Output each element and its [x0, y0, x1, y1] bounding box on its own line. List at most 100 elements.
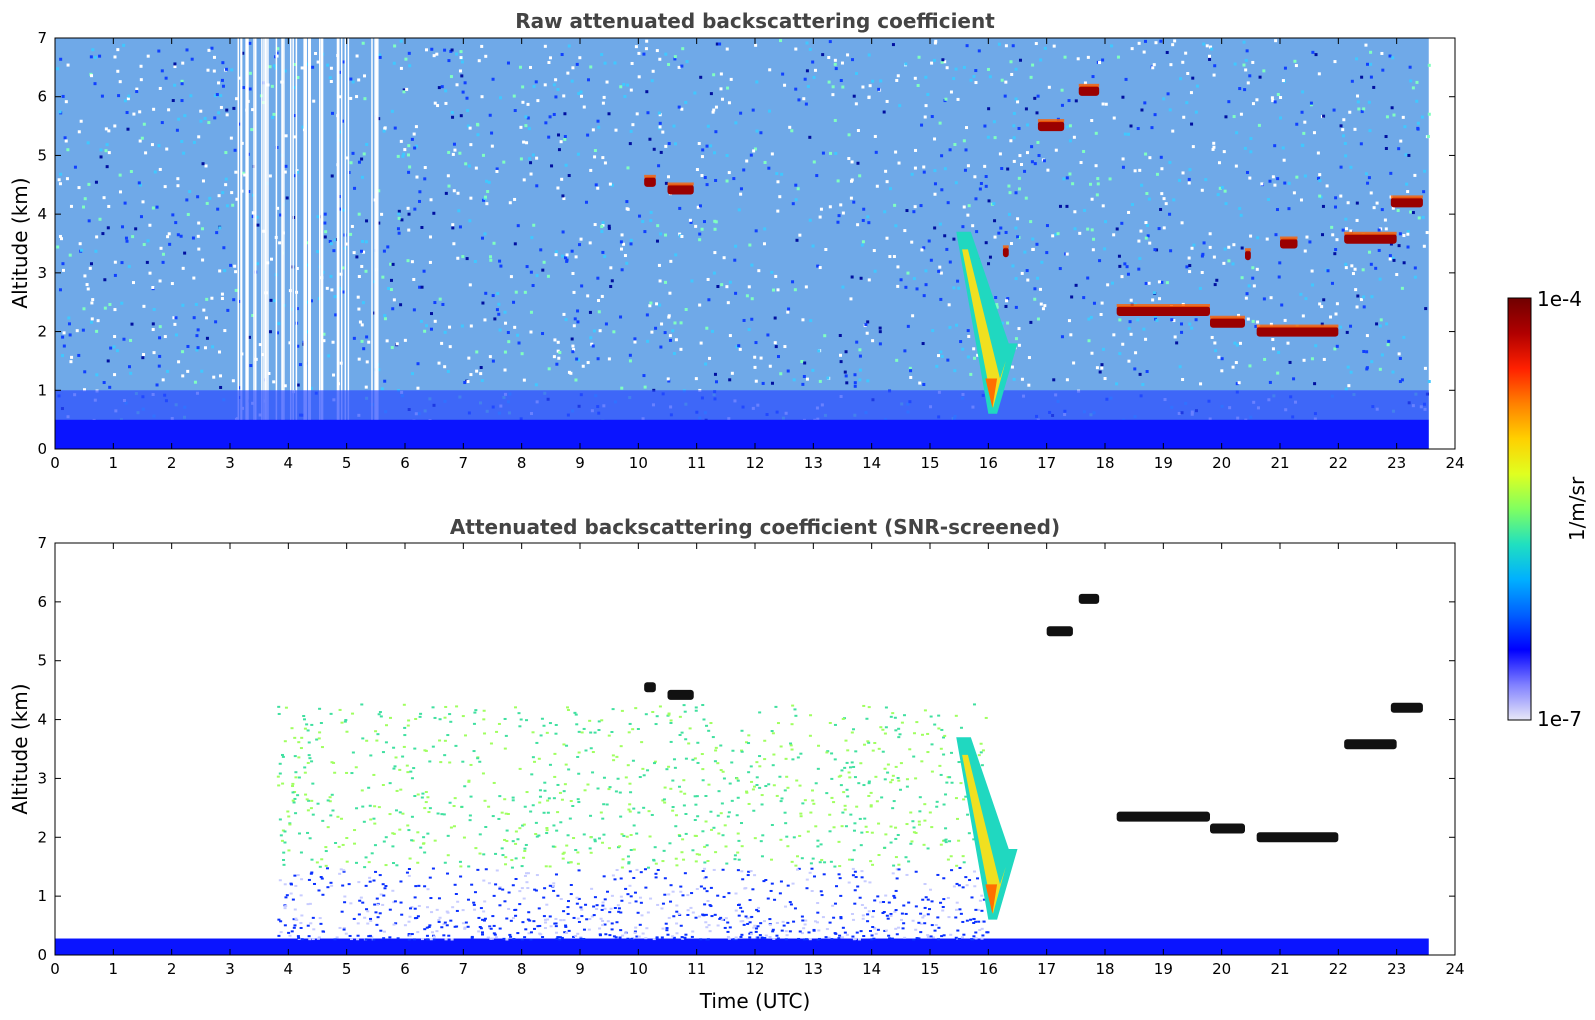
- cloud-layer-11: [1390, 197, 1423, 208]
- x-tick-label: 23: [1387, 454, 1406, 472]
- bottom-axes-frame: [54, 542, 1456, 956]
- x-tick-label: 3: [225, 454, 235, 472]
- cloud-layer-3: [667, 689, 694, 700]
- bottom-x-label: Time (UTC): [699, 989, 811, 1013]
- x-tick-label: 0: [50, 960, 60, 978]
- bottom-y-label: Altitude (km): [8, 683, 32, 814]
- x-tick-label: 4: [284, 960, 294, 978]
- y-tick-label: 7: [37, 29, 47, 47]
- x-tick-label: 16: [979, 960, 998, 978]
- x-tick-label: 7: [459, 960, 469, 978]
- x-tick-label: 2: [167, 960, 177, 978]
- noise-speckle: [55, 39, 1431, 449]
- x-tick-label: 18: [1095, 454, 1114, 472]
- colorbar-max-label: 1e-4: [1537, 287, 1582, 311]
- y-tick-label: 4: [37, 711, 47, 729]
- cloud-layer-12: [1002, 247, 1009, 258]
- x-tick-label: 15: [920, 454, 939, 472]
- x-tick-label: 1: [109, 960, 119, 978]
- cloud-layer-2: [644, 682, 656, 693]
- x-tick-label: 20: [1212, 960, 1231, 978]
- x-tick-label: 20: [1212, 454, 1231, 472]
- cloud-layer-10: [1390, 702, 1423, 713]
- x-tick-label: 17: [1037, 960, 1056, 978]
- colorbar-min-label: 1e-7: [1537, 707, 1582, 731]
- x-tick-label: 5: [342, 454, 352, 472]
- cloud-layer-5: [1116, 306, 1210, 317]
- cloud-layer-6: [1210, 317, 1245, 328]
- x-tick-label: 2: [167, 454, 177, 472]
- cloud-layer-7: [1210, 823, 1245, 834]
- x-tick-label: 22: [1329, 960, 1348, 978]
- y-tick-label: 2: [37, 828, 47, 846]
- x-tick-label: 1: [109, 454, 119, 472]
- cloud-layer-1: [644, 176, 656, 187]
- x-tick-label: 10: [629, 454, 648, 472]
- x-tick-label: 0: [50, 454, 60, 472]
- x-tick-label: 6: [400, 960, 410, 978]
- x-tick-label: 13: [804, 960, 823, 978]
- cloud-layer-6: [1116, 811, 1210, 822]
- y-tick-label: 1: [37, 887, 47, 905]
- y-tick-label: 6: [37, 593, 47, 611]
- x-tick-label: 6: [400, 454, 410, 472]
- top-y-axis: 0 1 2 3 4 5 6 7: [37, 29, 1455, 458]
- y-tick-label: 5: [37, 146, 47, 164]
- boundary-layer: [55, 938, 1429, 955]
- boundary-layer: [55, 390, 1429, 449]
- precipitation-plume: [956, 737, 1018, 920]
- precipitation-plume: [956, 231, 1018, 414]
- noise-background: [55, 38, 1429, 449]
- top-x-axis: 0 1 2 3 4 5 6 7 8 9 10 11 12 13 14 15 16 17 18 19 20 21 22 23 24: [50, 38, 1465, 472]
- cloud-layer-3: [1037, 121, 1065, 132]
- bottom-panel: Attenuated backscattering coefficient (S…: [8, 515, 1465, 1013]
- x-tick-label: 7: [459, 454, 469, 472]
- x-tick-label: 5: [342, 960, 352, 978]
- x-tick-label: 18: [1095, 960, 1114, 978]
- y-tick-label: 0: [37, 946, 47, 964]
- cloud-layer-8: [1256, 832, 1339, 843]
- x-tick-label: 9: [575, 454, 585, 472]
- bottom-plot-area: [55, 593, 1429, 955]
- colorbar-scale: [1507, 297, 1532, 721]
- x-tick-label: 8: [517, 960, 527, 978]
- y-tick-label: 2: [37, 323, 47, 341]
- x-tick-label: 9: [575, 960, 585, 978]
- y-tick-label: 3: [37, 769, 47, 787]
- x-tick-label: 24: [1445, 454, 1464, 472]
- x-tick-label: 19: [1154, 454, 1173, 472]
- x-tick-label: 19: [1154, 960, 1173, 978]
- x-tick-label: 17: [1037, 454, 1056, 472]
- y-tick-label: 3: [37, 264, 47, 282]
- cloud-layer-2: [667, 184, 694, 195]
- x-tick-label: 8: [517, 454, 527, 472]
- x-tick-label: 10: [629, 960, 648, 978]
- top-y-label: Altitude (km): [8, 177, 32, 308]
- x-tick-label: 24: [1445, 960, 1464, 978]
- bottom-panel-title: Attenuated backscattering coefficient (S…: [450, 515, 1060, 539]
- y-tick-label: 1: [37, 381, 47, 399]
- x-tick-label: 11: [687, 960, 706, 978]
- x-tick-label: 13: [804, 454, 823, 472]
- x-tick-label: 22: [1329, 454, 1348, 472]
- cloud-layer-9: [1280, 238, 1298, 249]
- y-tick-label: 4: [37, 205, 47, 223]
- cloud-layer-4: [1078, 85, 1100, 96]
- x-tick-label: 3: [225, 960, 235, 978]
- y-tick-label: 5: [37, 652, 47, 670]
- x-tick-label: 15: [920, 960, 939, 978]
- x-tick-label: 14: [862, 454, 881, 472]
- aerosol-layer: [276, 703, 991, 941]
- cloud-layer-5: [1078, 593, 1100, 604]
- cloud-layer-8: [1245, 250, 1251, 261]
- x-tick-label: 12: [745, 960, 764, 978]
- bottom-y-axis: 0 1 2 3 4 5 6 7: [37, 534, 1455, 964]
- x-tick-label: 21: [1270, 960, 1289, 978]
- colorbar: 1e-4 1e-7 1/m/sr: [1507, 287, 1589, 731]
- x-tick-label: 21: [1270, 454, 1289, 472]
- missing-data-stripes: [237, 38, 379, 449]
- cloud-layer-9: [1344, 739, 1397, 750]
- y-tick-label: 7: [37, 534, 47, 552]
- cloud-layer-7: [1256, 326, 1339, 337]
